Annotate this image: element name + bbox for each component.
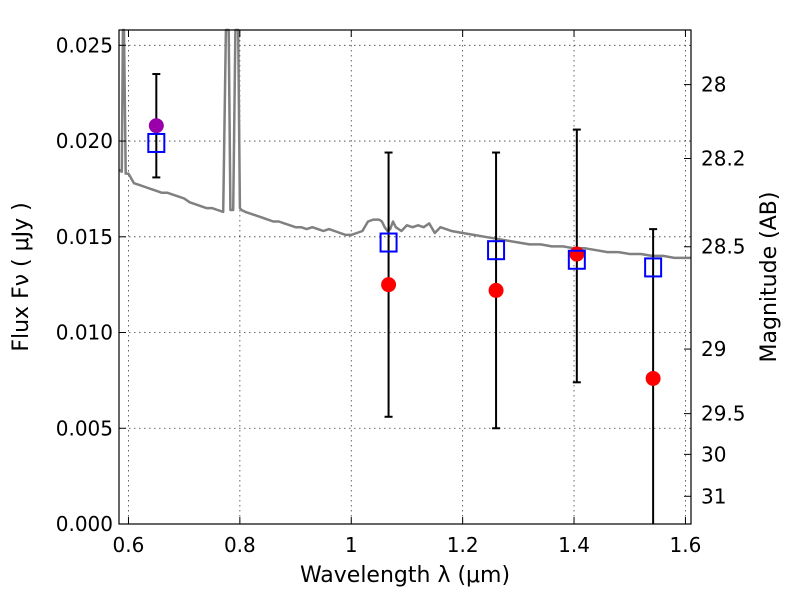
- y-tick-label: 0.005: [56, 416, 113, 440]
- y-axis-label: Flux Fν ( μJy ): [9, 202, 34, 351]
- observed-point: [569, 246, 585, 262]
- x-tick-label: 0.8: [224, 533, 256, 557]
- x-tick-label: 1: [345, 533, 358, 557]
- model-photometry-box: [644, 257, 663, 278]
- y-tick-label: 0.020: [56, 129, 113, 153]
- grid-layer: [119, 30, 691, 524]
- errorbar-layer: [152, 73, 658, 524]
- model-photometry-box: [567, 249, 586, 270]
- model-spectrum-layer: [118, 28, 691, 260]
- mag-tick-label: 28: [701, 73, 726, 97]
- observed-point: [148, 118, 164, 134]
- mag-tick-label: 31: [701, 484, 726, 508]
- mag-tick-label: 30: [701, 442, 726, 466]
- y-tick-label: 0.015: [56, 225, 113, 249]
- x-tick-label: 1.4: [558, 533, 590, 557]
- model-photometry-box: [379, 232, 398, 253]
- y-tick-label: 0.025: [56, 33, 113, 57]
- mag-tick-label: 29.5: [701, 402, 746, 426]
- axis-layer: 0.6 0.8 1 1.2 1.4 1.6 0.000 0.005 0.010 0.015 0.02…: [56, 30, 746, 557]
- model-photometry-box: [487, 240, 506, 261]
- y-tick-label: 0.010: [56, 321, 113, 345]
- mag-tick-label: 28.5: [701, 235, 746, 259]
- y-tick-label: 0.000: [56, 512, 113, 536]
- plot-frame: [118, 29, 692, 525]
- x-tick-label: 0.6: [113, 533, 145, 557]
- observed-point: [645, 370, 661, 386]
- model-photometry-box: [147, 132, 166, 153]
- x-tick-label: 1.2: [447, 533, 479, 557]
- magnitude-axis-label: Magnitude (AB): [757, 192, 782, 363]
- mag-tick-label: 29: [701, 337, 726, 361]
- x-axis-label: Wavelength λ (μm): [300, 563, 510, 588]
- observed-point: [381, 277, 397, 293]
- model-spectrum-line: [118, 28, 691, 260]
- model-photometry-layer: [147, 132, 663, 278]
- mag-tick-label: 28.2: [701, 147, 746, 171]
- observed-point: [488, 282, 504, 298]
- x-tick-label: 1.6: [670, 533, 702, 557]
